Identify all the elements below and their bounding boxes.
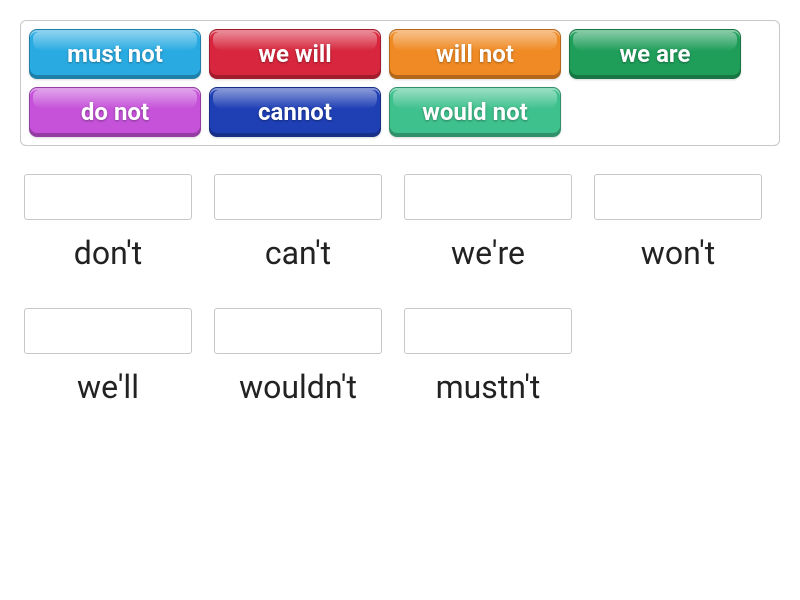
tile-label: cannot	[258, 98, 332, 126]
drop-targets: don't can't we're won't we'll wouldn't m…	[20, 174, 780, 406]
tile-label: we will	[258, 40, 331, 68]
tile-label: we are	[620, 40, 691, 68]
draggable-tile[interactable]: cannot	[209, 87, 381, 137]
draggable-tile[interactable]: we will	[209, 29, 381, 79]
target-label: can't	[265, 234, 331, 272]
dropzone[interactable]	[24, 174, 192, 220]
target-label: we're	[451, 234, 525, 272]
draggable-tile[interactable]: we are	[569, 29, 741, 79]
draggable-tile[interactable]: would not	[389, 87, 561, 137]
target-label: mustn't	[436, 368, 541, 406]
drop-target: can't	[214, 174, 382, 272]
tile-label: do not	[81, 98, 149, 126]
target-label: don't	[74, 234, 142, 272]
drop-target: we're	[404, 174, 572, 272]
drop-target: won't	[594, 174, 762, 272]
draggable-tile[interactable]: must not	[29, 29, 201, 79]
drop-target: don't	[24, 174, 192, 272]
tile-label: would not	[422, 98, 528, 126]
draggable-tile[interactable]: do not	[29, 87, 201, 137]
dropzone[interactable]	[214, 174, 382, 220]
tile-label: must not	[67, 40, 163, 68]
target-label: wouldn't	[239, 368, 357, 406]
target-label: we'll	[77, 368, 139, 406]
drop-target: we'll	[24, 308, 192, 406]
tile-label: will not	[436, 40, 514, 68]
dropzone[interactable]	[404, 174, 572, 220]
dropzone[interactable]	[594, 174, 762, 220]
tile-bank: must not we will will not we are do not …	[20, 20, 780, 146]
target-label: won't	[641, 234, 715, 272]
drop-target: mustn't	[404, 308, 572, 406]
dropzone[interactable]	[24, 308, 192, 354]
activity-canvas: must not we will will not we are do not …	[20, 20, 780, 406]
dropzone[interactable]	[214, 308, 382, 354]
dropzone[interactable]	[404, 308, 572, 354]
draggable-tile[interactable]: will not	[389, 29, 561, 79]
drop-target: wouldn't	[214, 308, 382, 406]
